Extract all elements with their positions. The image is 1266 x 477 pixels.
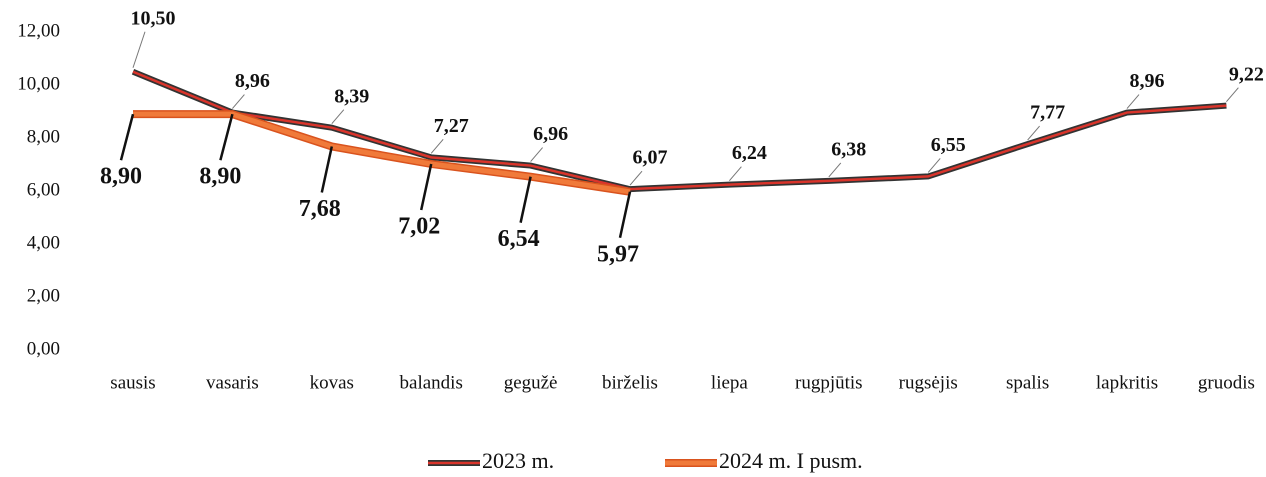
leader-line [629,170,643,186]
data-label: 7,27 [434,115,469,137]
data-label: 7,02 [398,213,440,239]
leader-line [430,139,444,154]
x-tick-label: vasaris [206,372,259,393]
data-label: 5,97 [597,241,639,267]
data-label: 6,54 [498,226,540,252]
x-tick-label: gruodis [1198,372,1255,393]
x-tick-label: rugsėjis [899,372,958,393]
data-label: 8,90 [100,164,142,190]
leader-line [1126,94,1140,109]
leader-line [1027,125,1040,141]
leader-line [232,94,245,109]
legend-label: 2023 m. [482,448,554,473]
leader-line [132,31,146,68]
x-tick-label: birželis [602,372,658,393]
data-label: 6,07 [633,147,668,169]
x-tick-label: sausis [110,372,155,393]
y-tick-label: 2,00 [27,285,60,306]
line [133,111,631,195]
y-tick-label: 6,00 [27,179,60,200]
y-tick-label: 10,00 [17,73,60,94]
leader-line [419,163,433,211]
leader-line [729,166,742,181]
data-label: 8,39 [334,85,369,107]
data-label: 6,38 [831,139,866,161]
legend-label: 2024 m. I pusm. [719,448,863,473]
x-tick-label: liepa [711,372,748,393]
leader-line [1226,87,1239,102]
data-label: 8,96 [235,70,270,92]
data-label: 6,96 [533,123,568,145]
x-tick-label: spalis [1006,372,1049,393]
leader-line [331,109,345,124]
leader-line [519,176,532,223]
line [132,70,1227,191]
leader-line [618,191,632,239]
x-tick-label: balandis [400,372,463,393]
x-tick-label: kovas [310,372,354,393]
data-label: 7,68 [299,196,341,222]
data-label: 10,50 [131,7,176,29]
data-label: 6,24 [732,142,767,164]
data-label: 8,90 [199,164,241,190]
y-tick-label: 8,00 [27,126,60,147]
x-tick-label: lapkritis [1096,372,1158,393]
data-label: 7,77 [1030,102,1065,124]
leader-line [320,146,334,193]
data-label: 9,22 [1229,63,1264,85]
y-tick-label: 0,00 [27,338,60,359]
data-label: 6,55 [931,134,966,156]
leader-line [927,158,941,173]
y-tick-label: 4,00 [27,232,60,253]
data-label: 8,96 [1130,70,1165,92]
leader-line [828,162,842,178]
leader-line [219,113,234,161]
leader-line [530,147,543,162]
leader-line [119,113,135,161]
y-tick-label: 12,00 [17,20,60,41]
line-outline [131,68,1227,193]
x-tick-label: rugpjūtis [795,372,863,393]
x-tick-label: gegužė [504,372,558,393]
